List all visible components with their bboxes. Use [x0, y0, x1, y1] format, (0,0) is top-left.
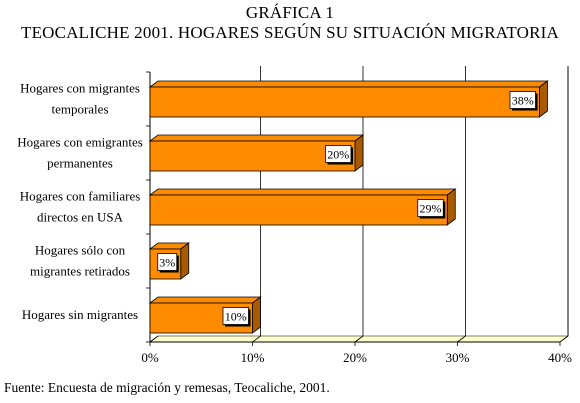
bar-top	[148, 296, 262, 304]
bar	[149, 194, 448, 226]
data-label: 29%	[420, 202, 442, 216]
source-note: Fuente: Encuesta de migración y remesas,…	[4, 380, 330, 395]
bar-chart: 0% 10% 20% 30% 40% 38% Hogares con migrantes te…	[17, 66, 572, 365]
floor-tick	[457, 335, 466, 343]
x-tick-label: 0%	[141, 350, 159, 365]
category-label: migrantes retirados	[30, 264, 130, 279]
bar	[149, 140, 356, 172]
bar-side	[446, 188, 456, 226]
data-label: 10%	[225, 310, 247, 324]
floor-tick	[149, 335, 159, 343]
category-label: Hogares sólo con	[35, 243, 126, 258]
floor-tick	[354, 335, 364, 343]
bar-top	[148, 134, 365, 142]
floor-tick	[559, 335, 569, 343]
data-label-box	[509, 91, 536, 109]
bar	[149, 86, 540, 118]
chart-title: GRÁFICA 1	[245, 3, 335, 22]
x-tick-label: 40%	[548, 350, 572, 365]
category-label: Hogares con familiares	[20, 189, 141, 204]
data-label-box	[325, 145, 352, 163]
x-tick-label: 30%	[446, 350, 470, 365]
floor-tick	[252, 335, 261, 343]
category-label: Hogares sin migrantes	[22, 307, 138, 322]
bar-top	[148, 188, 457, 196]
data-label-box	[157, 253, 178, 271]
data-label: 20%	[327, 148, 349, 162]
bar-side	[539, 80, 548, 118]
category-label: temporales	[51, 102, 108, 117]
x-tick-label: 20%	[343, 350, 367, 365]
bar-top	[148, 80, 549, 88]
category-label: permanentes	[47, 156, 113, 171]
bar-side	[252, 296, 261, 334]
chart-subtitle: TEOCALICHE 2001. HOGARES SEGÚN SU SITUAC…	[21, 23, 559, 42]
category-label: Hogares con migrantes	[20, 81, 140, 96]
data-label-box	[222, 307, 249, 325]
data-label: 38%	[512, 94, 534, 108]
x-tick-label: 10%	[241, 350, 265, 365]
bar-side	[354, 134, 364, 172]
data-label: 3%	[159, 256, 175, 270]
data-label-box	[417, 199, 444, 217]
category-label: Hogares con emigrantes	[17, 135, 143, 150]
category-label: directos en USA	[37, 210, 124, 225]
bar-side	[180, 242, 190, 280]
plot-back	[150, 66, 568, 72]
